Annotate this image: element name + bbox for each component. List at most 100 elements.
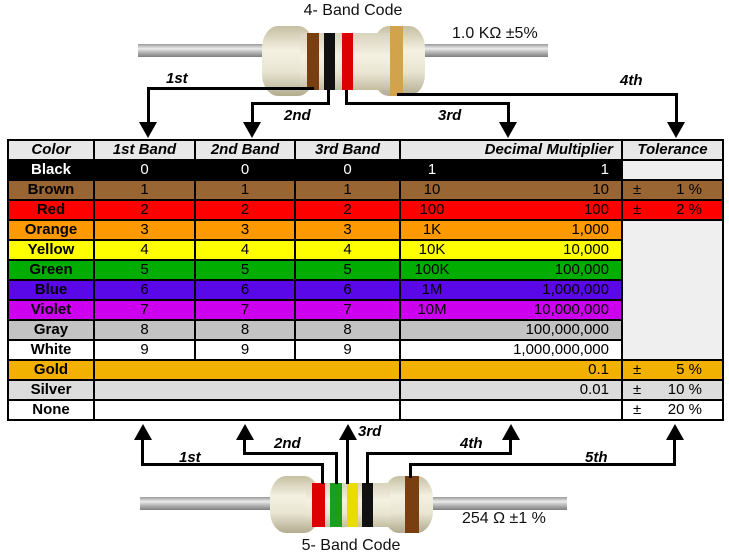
arrow-line: [251, 102, 330, 105]
table-cell: 8: [294, 319, 401, 341]
table-cell: 2: [93, 199, 196, 221]
column-header: Tolerance: [621, 139, 724, 161]
arrow-line: [366, 452, 369, 484]
table-cell: 1M 1,000,000: [399, 279, 623, 301]
table-cell: 10M 10,000,000: [399, 299, 623, 321]
arrowhead-down-icon: [667, 122, 685, 138]
arrow-line: [409, 463, 676, 466]
table-cell: 5: [93, 259, 196, 281]
table-cell: 0: [93, 159, 196, 181]
table-cell: [399, 399, 623, 421]
arrowhead-up-icon: [666, 424, 684, 440]
table-cell: White: [7, 339, 95, 361]
table-cell: 10 10: [399, 179, 623, 201]
table-row-blue: Blue 6 6 6 1M 1,000,000: [7, 279, 723, 301]
table-cell: [621, 219, 724, 361]
table-cell: 9: [93, 339, 196, 361]
resistor-value-label: 1.0 KΩ ±5%: [452, 25, 538, 42]
arrow-line: [147, 87, 150, 124]
band-green-icon: [330, 483, 342, 527]
table-cell: 5: [294, 259, 401, 281]
arrowhead-up-icon: [502, 424, 520, 440]
table-cell: Green: [7, 259, 95, 281]
table-cell: Gray: [7, 319, 95, 341]
table-row-none: None ±20 %: [7, 399, 724, 421]
color-code-table: Color 1st Band 2nd Band 3rd Band Decimal Mul…: [7, 139, 724, 421]
table-cell: 6: [93, 279, 196, 301]
table-cell: Red: [7, 199, 95, 221]
band-red-icon: [312, 483, 325, 527]
table-cell: 1,000,000,000: [399, 339, 623, 361]
arrow-line: [251, 102, 254, 124]
five-band-code-title: 5- Band Code: [301, 537, 401, 554]
table-cell: ±20 %: [621, 399, 724, 421]
column-header: Decimal Multiplier: [399, 139, 623, 161]
table-cell: 3: [194, 219, 296, 241]
band-gold-icon: [390, 26, 403, 96]
table-row-green: Green 5 5 5 100K 100,000: [7, 259, 723, 281]
arrow-label-4th: 4th: [620, 72, 643, 89]
arrowhead-down-icon: [139, 122, 157, 138]
band-black-icon: [362, 483, 373, 527]
table-cell: Black: [7, 159, 95, 181]
arrow-line: [147, 87, 314, 90]
table-cell: 3: [93, 219, 196, 241]
band-brown-icon: [307, 33, 319, 90]
arrow-line: [346, 438, 349, 484]
table-cell: [93, 379, 401, 401]
table-cell: 0.01: [399, 379, 623, 401]
table-cell: Blue: [7, 279, 95, 301]
table-cell: Silver: [7, 379, 95, 401]
table-cell: ±5 %: [621, 359, 724, 381]
band-red-icon: [342, 33, 353, 90]
arrow-label-2nd: 2nd: [284, 107, 311, 124]
arrow-label-2nd: 2nd: [274, 435, 301, 452]
column-header: 1st Band: [93, 139, 196, 161]
table-cell: 9: [194, 339, 296, 361]
table-cell: 1: [294, 179, 401, 201]
arrowhead-up-icon: [236, 424, 254, 440]
arrowhead-down-icon: [499, 122, 517, 138]
table-cell: 4: [194, 239, 296, 261]
arrowhead-up-icon: [339, 424, 357, 440]
arrow-line: [366, 452, 512, 455]
table-cell: 0: [194, 159, 296, 181]
arrow-line: [345, 102, 510, 105]
table-cell: 100K 100,000: [399, 259, 623, 281]
table-cell: 7: [93, 299, 196, 321]
table-cell: 8: [93, 319, 196, 341]
table-cell: 8: [194, 319, 296, 341]
table-cell: ±1 %: [621, 179, 724, 201]
arrow-line: [335, 452, 338, 484]
arrow-line: [397, 93, 678, 96]
table-cell: 100,000,000: [399, 319, 623, 341]
column-header: 3rd Band: [294, 139, 401, 161]
table-cell: 0: [294, 159, 401, 181]
arrow-line: [409, 463, 412, 478]
table-cell: 3: [294, 219, 401, 241]
table-row-white: White 9 9 9 1,000,000,000: [7, 339, 723, 361]
table-row-violet: Violet 7 7 7 10M 10,000,000: [7, 299, 723, 321]
table-cell: [93, 399, 401, 421]
table-cell: 5: [194, 259, 296, 281]
table-cell: 6: [194, 279, 296, 301]
arrow-line: [243, 452, 338, 455]
arrow-line: [675, 93, 678, 124]
arrow-line: [141, 438, 144, 466]
table-row-gray: Gray 8 8 8 100,000,000: [7, 319, 723, 341]
band-yellow-icon: [347, 483, 358, 527]
table-cell: 1: [93, 179, 196, 201]
table-cell: 2: [194, 199, 296, 221]
table-cell: 1K 1,000: [399, 219, 623, 241]
arrowhead-up-icon: [134, 424, 152, 440]
arrow-label-1st: 1st: [179, 449, 201, 466]
band-brown-icon: [405, 476, 419, 533]
arrow-line: [509, 438, 512, 455]
table-cell: Violet: [7, 299, 95, 321]
table-cell: 4: [93, 239, 196, 261]
four-band-code-title: 4- Band Code: [303, 2, 403, 19]
table-cell: 0.1: [399, 359, 623, 381]
arrow-line: [507, 102, 510, 124]
